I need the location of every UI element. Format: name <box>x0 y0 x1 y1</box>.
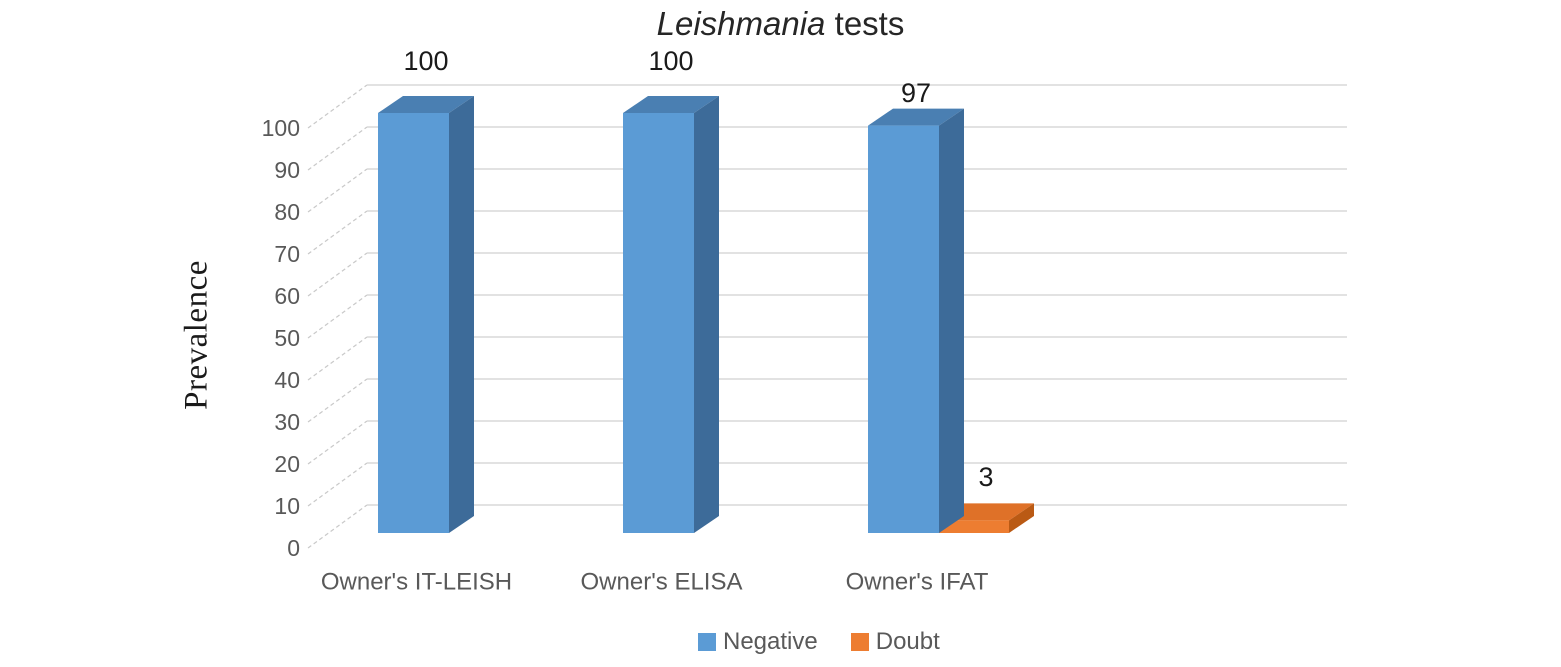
legend-label-doubt: Doubt <box>875 628 940 655</box>
axis-depth-tick <box>307 252 368 297</box>
bar-doubt-3-side-face <box>1009 503 1034 533</box>
legend-swatch-doubt <box>850 633 869 651</box>
bar-value-label: 3 <box>978 462 993 492</box>
x-category-label: Owner's IT-LEISH <box>321 569 512 596</box>
y-tick-label: 0 <box>287 535 300 561</box>
y-tick-label: 60 <box>274 283 300 309</box>
bar-negative-1-top-face <box>378 96 474 113</box>
bar-negative-2-front-face <box>623 113 694 533</box>
chart-title-regular: tests <box>834 5 905 42</box>
axis-depth-tick <box>307 420 368 465</box>
y-tick-label: 90 <box>274 157 300 183</box>
y-tick-label: 50 <box>274 325 300 351</box>
y-tick-label: 80 <box>274 199 300 225</box>
axis-depth-tick <box>307 210 368 255</box>
x-category-label: Owner's ELISA <box>581 569 743 596</box>
y-tick-label: 20 <box>274 451 300 477</box>
chart-title: Leishmania tests <box>0 2 1561 46</box>
axis-depth-tick <box>307 378 368 423</box>
x-category-label: Owner's IFAT <box>846 569 989 596</box>
legend-label-negative: Negative <box>723 628 818 655</box>
axis-depth-tick <box>307 504 368 549</box>
y-tick-label: 100 <box>262 115 300 141</box>
bar-doubt-3-front-face <box>938 520 1009 533</box>
bar-negative-3-top-face <box>868 108 964 126</box>
chart-title-italic: Leishmania <box>656 5 826 42</box>
bar-negative-3-front-face <box>868 125 939 533</box>
axis-depth-tick <box>307 84 368 129</box>
y-tick-label: 10 <box>274 493 300 519</box>
axis-depth-tick <box>307 336 368 381</box>
legend: Negative Doubt <box>698 630 940 654</box>
legend-swatch-negative <box>698 633 716 651</box>
y-tick-label: 30 <box>274 409 300 435</box>
legend-item-negative: Negative <box>698 630 818 654</box>
y-tick-label: 70 <box>274 241 300 267</box>
bar-value-label: 100 <box>648 46 693 76</box>
axis-depth-tick <box>307 462 368 507</box>
bar-negative-2-side-face <box>694 96 719 533</box>
legend-item-doubt: Doubt <box>850 628 940 655</box>
bar-value-label: 97 <box>901 78 931 108</box>
axis-depth-tick <box>307 168 368 213</box>
bar-negative-1-side-face <box>449 96 474 533</box>
bar-negative-1-front-face <box>378 113 449 533</box>
bar-negative-3-side-face <box>939 108 964 533</box>
bar-negative-2-top-face <box>623 96 719 113</box>
axis-depth-tick <box>307 294 368 339</box>
bar-value-label: 100 <box>403 46 448 76</box>
axis-depth-tick <box>307 126 368 171</box>
y-tick-label: 40 <box>274 367 300 393</box>
